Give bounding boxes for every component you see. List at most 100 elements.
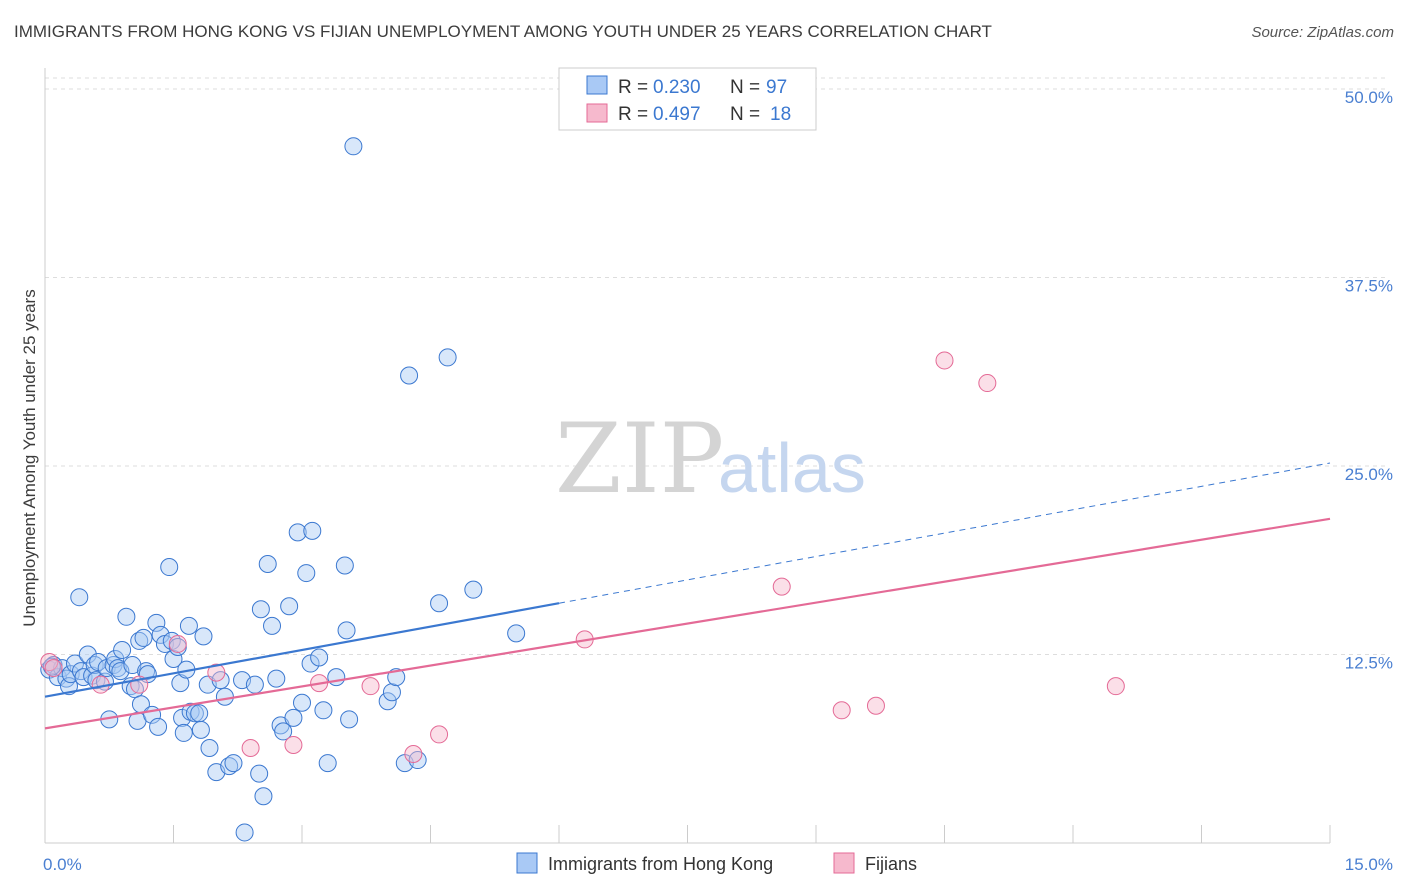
data-point-hong-kong <box>200 738 219 757</box>
series-hong-kong-points <box>40 137 526 842</box>
bottom-legend-swatch-pink <box>833 852 855 874</box>
bottom-legend-label-fijians: Fijians <box>865 854 917 874</box>
bottom-legend-label-hong-kong: Immigrants from Hong Kong <box>548 854 773 874</box>
data-point-fijians <box>1106 677 1125 696</box>
data-point-hong-kong <box>335 556 354 575</box>
data-point-hong-kong <box>430 594 449 613</box>
axes <box>44 68 1331 844</box>
y-tick-label: 37.5% <box>1345 277 1393 296</box>
data-point-hong-kong <box>267 669 286 688</box>
data-point-hong-kong <box>194 627 213 646</box>
data-point-hong-kong <box>263 616 282 635</box>
data-point-hong-kong <box>254 787 273 806</box>
data-point-hong-kong <box>337 621 356 640</box>
y-tick-labels: 12.5% 25.0% 37.5% 50.0% <box>1345 88 1393 673</box>
data-point-hong-kong <box>151 625 170 644</box>
bottom-legend-swatch-blue <box>516 852 538 874</box>
x-tick-label: 0.0% <box>43 855 82 874</box>
y-tick-label: 12.5% <box>1345 654 1393 673</box>
y-axis-label: Unemployment Among Youth under 25 years <box>20 289 39 626</box>
data-point-fijians <box>832 701 851 720</box>
data-point-hong-kong <box>464 580 483 599</box>
data-point-hong-kong <box>190 704 209 723</box>
data-point-hong-kong <box>123 656 142 675</box>
data-point-hong-kong <box>164 650 183 669</box>
data-point-hong-kong <box>284 708 303 727</box>
legend-r-value-2: 0.497 <box>653 104 701 125</box>
series-fijians-points <box>40 351 1125 764</box>
trend-line-fijians <box>44 517 1331 730</box>
data-point-hong-kong <box>293 693 311 712</box>
chart-title: IMMIGRANTS FROM HONG KONG VS FIJIAN UNEM… <box>14 22 992 41</box>
data-point-hong-kong <box>179 616 198 635</box>
data-point-fijians <box>866 696 885 715</box>
y-tick-label: 25.0% <box>1345 465 1393 484</box>
legend-r-label-2: R = <box>618 104 648 125</box>
data-point-fijians <box>935 351 954 370</box>
data-point-hong-kong <box>303 521 322 540</box>
x-tick-label: 15.0% <box>1345 855 1393 874</box>
data-point-hong-kong <box>70 588 89 607</box>
legend-n-label-1: N = <box>730 77 760 98</box>
data-point-hong-kong <box>191 720 210 739</box>
data-point-fijians <box>207 663 226 682</box>
trend-line-hong-kong <box>44 602 560 698</box>
legend-r-value-1: 0.230 <box>653 77 701 98</box>
data-point-hong-kong <box>314 701 333 720</box>
data-point-hong-kong <box>160 558 179 577</box>
legend-n-value-2: 18 <box>770 104 791 125</box>
data-point-hong-kong <box>288 523 307 542</box>
data-point-hong-kong <box>340 710 359 729</box>
data-point-hong-kong <box>111 662 130 681</box>
data-point-fijians <box>284 735 303 754</box>
legend-r-label-1: R = <box>618 77 648 98</box>
data-point-hong-kong <box>327 668 346 687</box>
data-point-fijians <box>404 745 423 764</box>
data-point-hong-kong <box>113 640 132 659</box>
data-point-hong-kong <box>280 597 299 616</box>
data-point-hong-kong <box>134 628 153 647</box>
data-point-hong-kong <box>258 555 277 574</box>
data-point-fijians <box>168 634 187 653</box>
data-point-hong-kong <box>250 764 269 783</box>
data-point-fijians <box>772 577 791 596</box>
watermark-atlas: atlas <box>718 429 866 507</box>
bottom-legend: Immigrants from Hong Kong Fijians <box>516 852 917 874</box>
data-point-hong-kong <box>382 683 401 702</box>
data-point-hong-kong <box>65 654 84 673</box>
data-point-hong-kong <box>149 717 168 736</box>
data-point-hong-kong <box>147 613 166 632</box>
data-point-hong-kong <box>318 754 337 773</box>
legend-swatch-blue <box>586 75 608 95</box>
trend-line-hong-kong-extension <box>558 462 1331 604</box>
grid-lines <box>45 77 1388 655</box>
trend-lines <box>44 462 1331 730</box>
data-point-hong-kong <box>438 348 457 367</box>
data-point-hong-kong <box>117 607 136 626</box>
data-point-fijians <box>44 659 63 678</box>
y-tick-label: 50.0% <box>1345 88 1393 107</box>
source-attribution: Source: ZipAtlas.com <box>1251 24 1394 41</box>
data-point-hong-kong <box>224 754 243 773</box>
data-point-hong-kong <box>215 687 234 706</box>
data-point-fijians <box>430 725 449 744</box>
data-point-hong-kong <box>174 723 193 742</box>
legend-n-label-2: N = <box>730 104 760 125</box>
data-point-hong-kong <box>85 656 104 675</box>
data-point-fijians <box>978 374 997 393</box>
data-point-hong-kong <box>344 137 363 156</box>
data-point-hong-kong <box>245 675 264 694</box>
data-point-hong-kong <box>108 659 127 678</box>
data-point-hong-kong <box>235 823 254 842</box>
x-tick-labels: 0.0% 15.0% <box>43 855 1393 874</box>
data-point-hong-kong <box>251 600 270 619</box>
data-point-hong-kong <box>507 624 526 643</box>
data-point-hong-kong <box>297 564 316 583</box>
data-point-hong-kong <box>310 648 329 667</box>
watermark: ZIP atlas <box>555 403 866 515</box>
legend-n-value-1: 97 <box>766 77 787 98</box>
data-point-fijians <box>241 738 260 757</box>
data-point-fijians <box>361 677 380 696</box>
data-point-hong-kong <box>274 722 293 741</box>
